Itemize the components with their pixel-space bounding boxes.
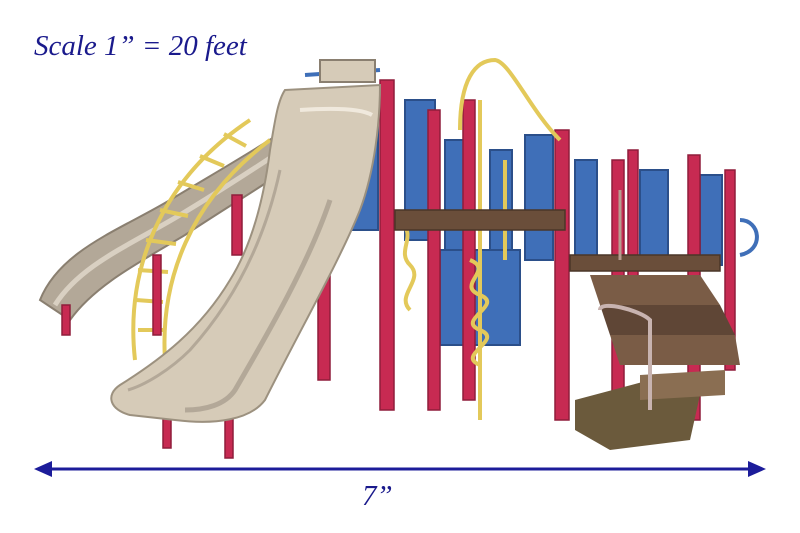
dimension-label: 7”: [362, 480, 393, 512]
deck: [394, 209, 721, 272]
top-railing: [304, 59, 381, 83]
double-slide: [110, 83, 382, 423]
dimension-arrow: [34, 461, 766, 477]
stairs: [575, 190, 759, 450]
scale-label: Scale 1” = 20 feet: [34, 30, 247, 62]
red-posts: [61, 79, 736, 459]
arch-climber: [131, 118, 272, 361]
